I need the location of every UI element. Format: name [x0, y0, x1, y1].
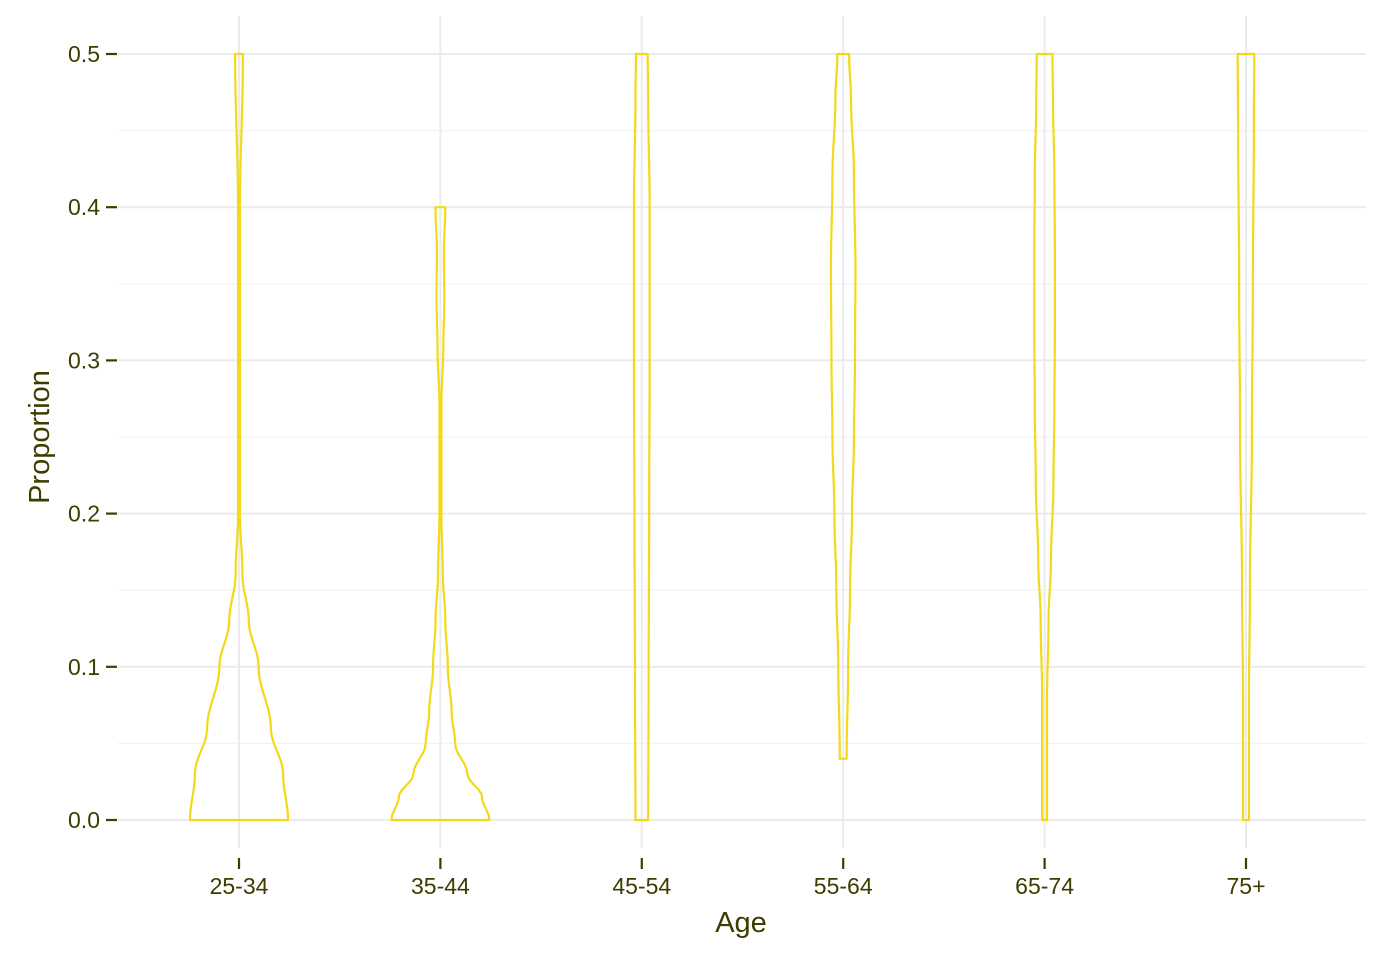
x-tick-label: 35-44: [411, 873, 470, 899]
y-tick-label: 0.5: [68, 41, 100, 67]
violin-35-44: [390, 206, 491, 822]
violin-75+: [1236, 52, 1256, 822]
y-tick-label: 0.0: [68, 807, 100, 833]
x-tick-label: 25-34: [210, 873, 269, 899]
violin-65-74: [1033, 52, 1056, 822]
violin-55-64: [829, 52, 857, 760]
x-axis: 25-34 35-44 45-54 55-64 65-74 75+: [210, 858, 1266, 899]
violin-45-54: [632, 52, 651, 822]
x-axis-title: Age: [715, 907, 767, 939]
x-tick-label: 75+: [1226, 873, 1265, 899]
violin-layer: [188, 52, 1256, 822]
x-tick-label: 55-64: [814, 873, 873, 899]
y-axis-title: Proportion: [24, 370, 56, 504]
violin-25-34: [188, 52, 290, 822]
x-tick-label: 65-74: [1015, 873, 1074, 899]
y-axis: 0.0 0.1 0.2 0.3 0.4 0.5: [68, 41, 117, 833]
y-tick-label: 0.4: [68, 194, 100, 220]
grid-layer: [118, 16, 1366, 848]
y-tick-label: 0.1: [68, 654, 100, 680]
x-tick-label: 45-54: [612, 873, 671, 899]
y-tick-label: 0.3: [68, 347, 100, 373]
y-tick-label: 0.2: [68, 501, 100, 527]
